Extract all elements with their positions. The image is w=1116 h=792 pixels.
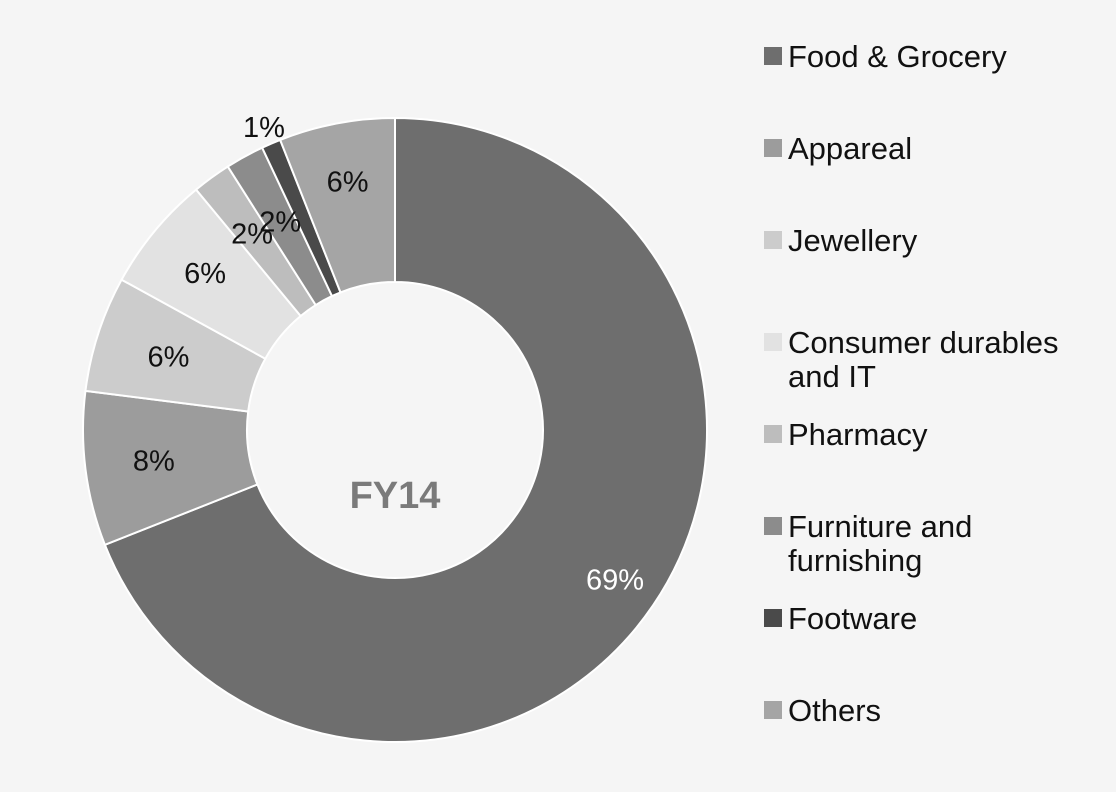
legend-label: Others (788, 693, 882, 728)
legend-item-pharmacy: Pharmacy (764, 418, 1088, 452)
center-label: FY14 (350, 475, 441, 517)
data-label-appareal: 8% (133, 445, 175, 477)
slice-food-and-grocery (103, 116, 708, 743)
legend-item-appareal: Appareal (764, 132, 1088, 166)
data-label-others: 6% (327, 167, 369, 199)
legend-item-consumer-durables-and-it: Consumer durables and IT (764, 326, 1088, 394)
legend-swatch (764, 231, 782, 249)
data-label-food-and-grocery: 69% (586, 565, 644, 597)
data-label-footware: 1% (243, 112, 285, 144)
legend-swatch (764, 333, 782, 351)
legend-swatch (764, 609, 782, 627)
legend-item-food-and-grocery: Food & Grocery (764, 40, 1088, 74)
data-labels-layer: 69%8%6%6%2%2%1%6% (133, 112, 644, 596)
legend-item-footware: Footware (764, 602, 1088, 636)
legend-swatch (764, 517, 782, 535)
data-label-pharmacy: 2% (231, 218, 273, 250)
legend-label: Consumer durables and IT (788, 325, 1059, 394)
legend-swatch (764, 139, 782, 157)
legend-swatch (764, 701, 782, 719)
data-label-consumer-durables-and-it: 6% (184, 258, 226, 290)
data-label-jewellery: 6% (147, 341, 189, 373)
legend-item-furniture-and-furnishing: Furniture and furnishing (764, 510, 1088, 578)
legend-item-jewellery: Jewellery (764, 224, 1088, 258)
legend-label: Food & Grocery (788, 39, 1007, 74)
legend-label: Pharmacy (788, 417, 928, 452)
slices-layer (82, 116, 708, 743)
legend-swatch (764, 47, 782, 65)
legend-label: Appareal (788, 131, 913, 166)
legend-item-others: Others (764, 694, 1088, 728)
legend-label: Jewellery (788, 223, 918, 258)
legend-label: Footware (788, 601, 918, 636)
slice-others (278, 116, 396, 294)
legend-label: Furniture and furnishing (788, 509, 973, 578)
legend-swatch (764, 425, 782, 443)
data-label-furniture-and-furnishing: 2% (259, 206, 301, 238)
